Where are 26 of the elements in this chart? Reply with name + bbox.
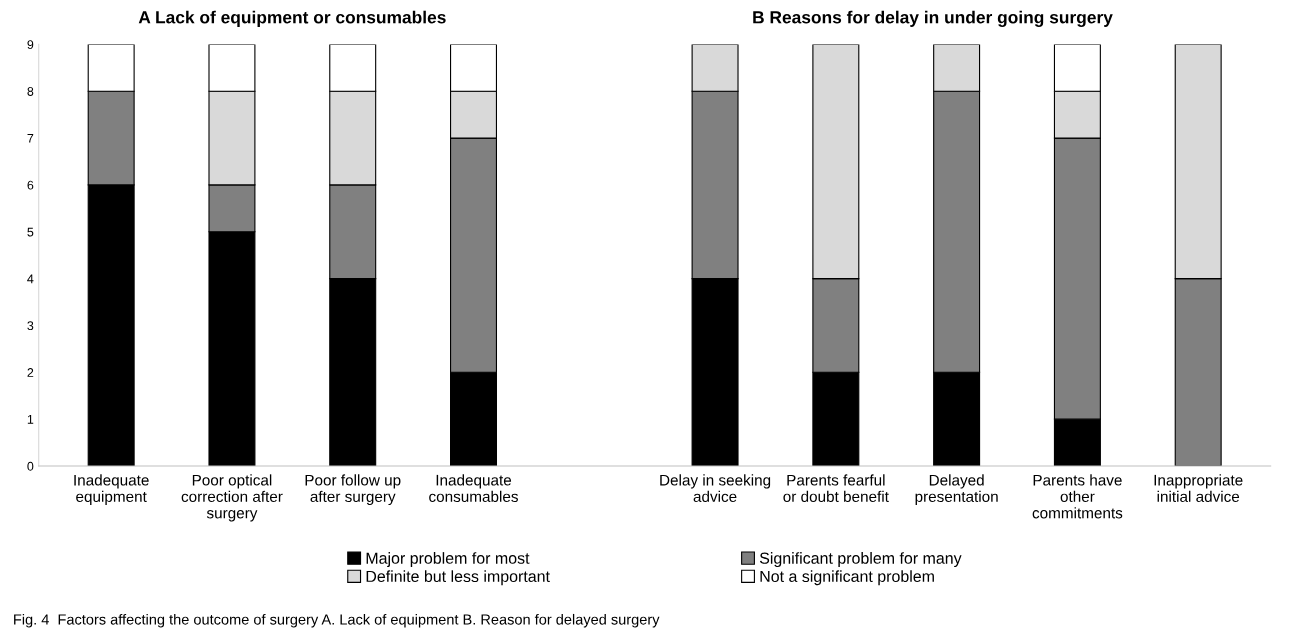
y-tick-label: 1 bbox=[27, 415, 34, 424]
legend-label: Significant problem for many bbox=[759, 552, 962, 568]
text: B Reasons for delay in under going surgery bbox=[753, 10, 1113, 27]
y-tick-label: 2 bbox=[27, 368, 34, 377]
y-tick-label: 0 bbox=[27, 461, 34, 471]
legend-label: Major problem for most bbox=[366, 552, 530, 568]
caption: Fig. 4 Factors affecting the outcome of surgery A. Lack of equipment B. Reason for delayed surgery bbox=[14, 613, 660, 628]
x-tick-label: Poor optical correction after surgery bbox=[181, 474, 283, 522]
x-tick-label: Poor follow up after surgery bbox=[305, 474, 401, 506]
x-tick-label: Inadequate consumables bbox=[429, 474, 518, 502]
y-tick-label: 5 bbox=[27, 227, 34, 237]
legend-label: Definite but less important bbox=[366, 570, 550, 586]
y-tick-label: 3 bbox=[27, 321, 34, 331]
x-tick-label: Parents fearful or doubt benefit bbox=[783, 474, 889, 502]
y-tick-label: 6 bbox=[27, 180, 34, 190]
x-tick-label: Parents have other commitments bbox=[1032, 474, 1123, 519]
y-tick-label: 7 bbox=[27, 134, 34, 143]
x-tick-label: Delay in seeking advice bbox=[660, 474, 771, 502]
y-tick-label: 9 bbox=[27, 40, 34, 50]
x-tick-label: Inappropriate initial advice bbox=[1154, 474, 1243, 502]
y-tick-label: 8 bbox=[27, 87, 34, 96]
x-tick-label: Inadequate equipment bbox=[74, 474, 149, 506]
y-tick-label: 4 bbox=[27, 274, 34, 284]
x-tick-label: Delayed presentation bbox=[915, 474, 998, 506]
text: A Lack of equipment or consumables bbox=[138, 10, 446, 27]
legend-label: Not a significant problem bbox=[760, 570, 934, 586]
